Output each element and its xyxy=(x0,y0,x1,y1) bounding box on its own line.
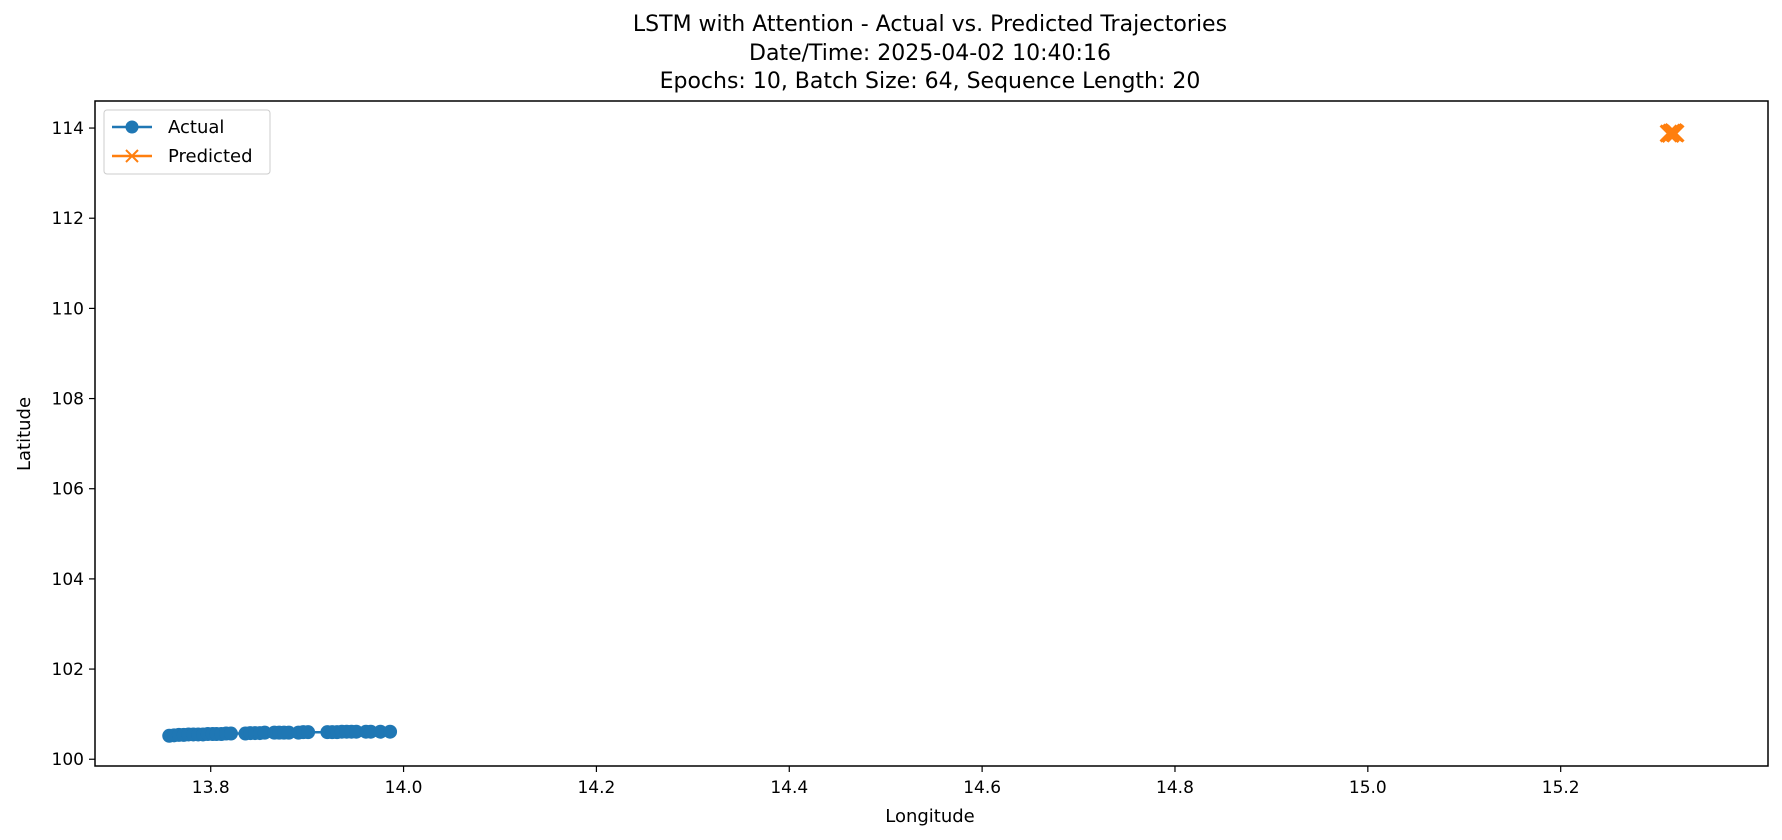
plot-frame xyxy=(94,100,1769,767)
y-tick-label: 104 xyxy=(52,570,84,590)
x-tick-label: 15.2 xyxy=(1542,778,1580,798)
data-point-actual xyxy=(349,724,364,739)
data-point-predicted xyxy=(1666,124,1685,143)
y-tick-label: 106 xyxy=(52,480,84,500)
x-tick-label: 14.2 xyxy=(577,778,615,798)
legend-marker-actual xyxy=(125,120,139,134)
data-point-actual xyxy=(281,725,296,740)
data-point-actual xyxy=(223,726,238,741)
y-axis-label: Latitude xyxy=(14,397,35,471)
x-tick-label: 13.8 xyxy=(192,778,230,798)
y-tick-label: 100 xyxy=(52,750,84,770)
chart-title-line-2: Date/Time: 2025-04-02 10:40:16 xyxy=(749,41,1111,66)
legend-marker-predicted xyxy=(125,149,139,163)
data-point-actual xyxy=(373,724,388,739)
legend-label-actual: Actual xyxy=(168,117,224,138)
y-tick-label: 110 xyxy=(52,299,84,319)
data-point-actual xyxy=(383,724,398,739)
chart-title-line-1: LSTM with Attention - Actual vs. Predict… xyxy=(633,12,1227,37)
x-tick-label: 14.4 xyxy=(770,778,808,798)
y-tick-label: 102 xyxy=(52,660,84,680)
x-tick-label: 14.8 xyxy=(1156,778,1194,798)
y-tick-label: 108 xyxy=(52,390,84,410)
x-axis-label: Longitude xyxy=(885,806,975,827)
data-point-actual xyxy=(363,724,378,739)
y-tick-label: 112 xyxy=(52,209,84,229)
plot-marks xyxy=(162,122,1685,743)
data-point-actual xyxy=(257,725,272,740)
x-tick-label: 14.0 xyxy=(385,778,423,798)
x-tick-label: 14.6 xyxy=(963,778,1001,798)
y-tick-label: 114 xyxy=(52,119,84,139)
data-point-actual xyxy=(301,725,316,740)
y-axis-ticks: 100 102 104 106 108 110 112 114 xyxy=(52,119,95,770)
chart-title-line-3: Epochs: 10, Batch Size: 64, Sequence Len… xyxy=(660,69,1201,94)
x-axis-ticks: 13.8 14.0 14.2 14.4 14.6 14.8 15.0 15.2 xyxy=(192,766,1580,798)
legend: Actual Predicted xyxy=(103,109,271,175)
legend-label-predicted: Predicted xyxy=(168,146,253,167)
x-tick-label: 15.0 xyxy=(1349,778,1387,798)
